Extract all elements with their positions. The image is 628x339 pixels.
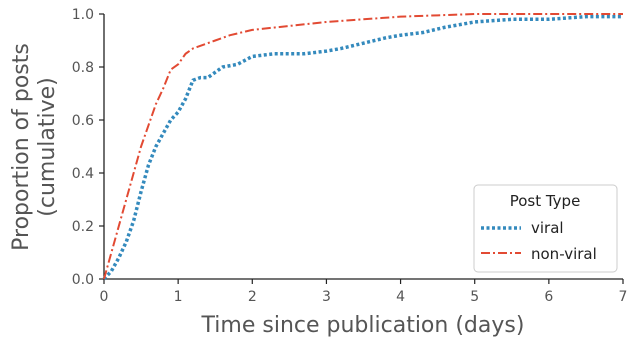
x-tick-label: 0 xyxy=(100,289,109,305)
y-tick-label: 0.4 xyxy=(72,166,94,182)
series-line-non-viral xyxy=(103,13,623,280)
y-axis-title: Proportion of posts (cumulative) xyxy=(9,43,60,251)
legend: Post Type viral non-viral xyxy=(473,184,618,273)
y-tick-label: 0.2 xyxy=(72,219,94,235)
x-tick-label: 3 xyxy=(322,289,331,305)
legend-box xyxy=(473,184,618,273)
legend-label-viral: viral xyxy=(531,219,564,237)
series-line-viral xyxy=(102,14,623,281)
x-tick-label: 2 xyxy=(248,289,257,305)
legend-label-non-viral: non-viral xyxy=(531,245,597,263)
x-tick-label: 5 xyxy=(470,289,479,305)
x-tick-label: 6 xyxy=(544,289,553,305)
y-axis-title-line-1: Proportion of posts xyxy=(9,43,34,251)
legend-title: Post Type xyxy=(510,192,581,210)
x-axis-title: Time since publication (days) xyxy=(201,313,525,338)
axes: 0 1 2 3 4 5 6 7 0.0 0.2 0.4 0.6 0.8 1.0 xyxy=(72,7,628,305)
series-layer xyxy=(102,13,623,281)
y-tick-label: 1.0 xyxy=(72,7,94,23)
y-axis-title-line-2: (cumulative) xyxy=(35,77,60,216)
x-tick-label: 7 xyxy=(619,289,628,305)
y-tick-label: 0.8 xyxy=(72,60,94,76)
y-tick-label: 0.0 xyxy=(72,272,94,288)
x-tick-label: 4 xyxy=(396,289,405,305)
x-tick-label: 1 xyxy=(174,289,183,305)
y-tick-label: 0.6 xyxy=(72,113,94,129)
